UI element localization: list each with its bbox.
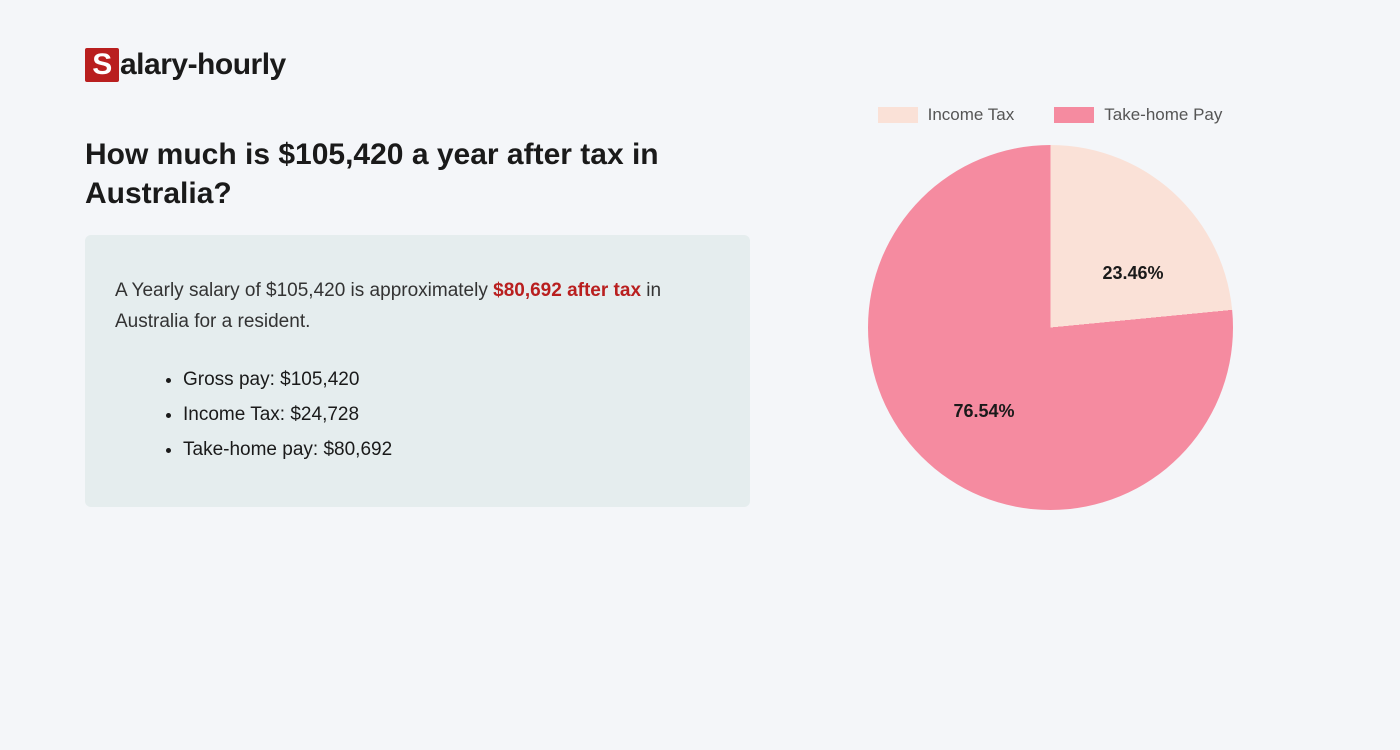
list-item: Income Tax: $24,728: [183, 397, 720, 432]
pie-slice-label: 76.54%: [954, 401, 1015, 422]
logo-text: alary-hourly: [120, 48, 286, 82]
pie-wrap: 23.46% 76.54%: [868, 145, 1233, 510]
summary-list: Gross pay: $105,420 Income Tax: $24,728 …: [115, 362, 720, 467]
legend-item: Take-home Pay: [1054, 105, 1222, 125]
summary-text: A Yearly salary of $105,420 is approxima…: [115, 275, 720, 338]
legend-label: Take-home Pay: [1104, 105, 1222, 125]
site-logo: S alary-hourly: [85, 48, 286, 82]
list-item: Take-home pay: $80,692: [183, 432, 720, 467]
chart-legend: Income Tax Take-home Pay: [820, 105, 1280, 125]
summary-highlight: $80,692 after tax: [493, 280, 641, 301]
logo-s-icon: S: [85, 48, 119, 82]
list-item: Gross pay: $105,420: [183, 362, 720, 397]
page-title: How much is $105,420 a year after tax in…: [85, 135, 705, 213]
legend-swatch-income-tax: [878, 107, 918, 123]
pie-chart: [868, 145, 1233, 510]
summary-before: A Yearly salary of $105,420 is approxima…: [115, 280, 493, 301]
legend-swatch-takehome: [1054, 107, 1094, 123]
pie-slice-label: 23.46%: [1103, 263, 1164, 284]
legend-label: Income Tax: [928, 105, 1015, 125]
pie-chart-area: Income Tax Take-home Pay 23.46% 76.54%: [820, 105, 1280, 510]
legend-item: Income Tax: [878, 105, 1015, 125]
summary-box: A Yearly salary of $105,420 is approxima…: [85, 235, 750, 507]
